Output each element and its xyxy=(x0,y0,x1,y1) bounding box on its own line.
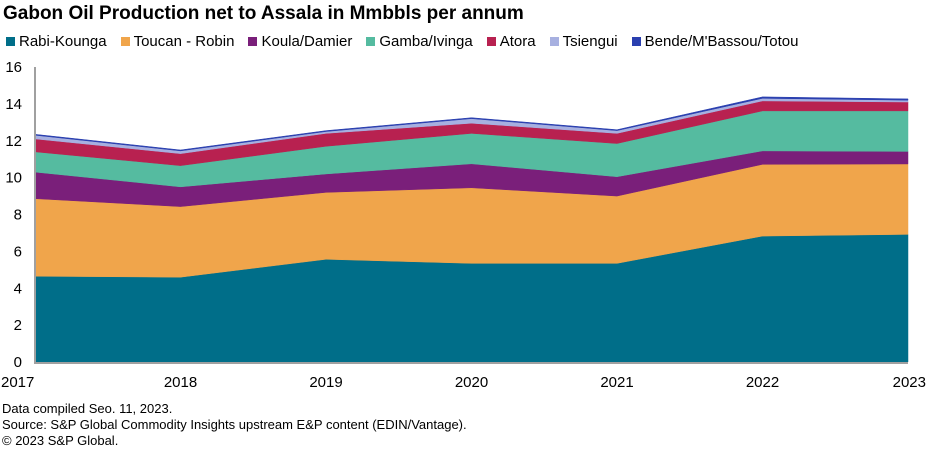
y-tick-label: 16 xyxy=(5,59,22,76)
x-tick-label: 2022 xyxy=(746,374,779,391)
footer-source: Source: S&P Global Commodity Insights up… xyxy=(2,417,467,432)
footer-copyright: © 2023 S&P Global. xyxy=(2,433,119,448)
legend-swatch xyxy=(366,37,376,46)
x-tick-label: 2023 xyxy=(893,374,926,391)
legend-item: Koula/Damier xyxy=(248,33,352,50)
x-tick-label: 2020 xyxy=(455,374,488,391)
legend-item: Tsiengui xyxy=(549,33,618,50)
y-tick-label: 0 xyxy=(14,354,22,371)
y-tick-label: 12 xyxy=(5,133,22,150)
legend-label: Atora xyxy=(499,33,536,50)
x-tick-label: 2018 xyxy=(164,374,197,391)
legend-swatch xyxy=(248,37,258,46)
legend-label: Koula/Damier xyxy=(261,33,353,50)
x-tick-label: 2019 xyxy=(309,374,342,391)
legend-item: Atora xyxy=(486,33,536,50)
legend-swatch xyxy=(6,37,15,46)
legend-label: Rabi-Kounga xyxy=(19,33,107,50)
y-tick-label: 10 xyxy=(5,170,22,187)
x-tick-label: 2021 xyxy=(600,374,633,391)
legend-item: Gamba/Ivinga xyxy=(366,33,473,50)
y-tick-label: 14 xyxy=(5,96,22,113)
chart-plot: 0 2 4 6 8 10 12 14 16 2017 2018 2019 2020 2021 2022 202… xyxy=(1,59,926,391)
legend-label: Bende/M'Bassou/Totou xyxy=(644,33,799,50)
x-tick-label: 2017 xyxy=(1,374,34,391)
legend-swatch xyxy=(120,37,130,46)
legend: Rabi-Kounga Toucan - Robin Koula/Damier Gam… xyxy=(6,33,812,50)
legend-item: Toucan - Robin xyxy=(120,33,235,50)
legend-label: Tsiengui xyxy=(562,33,618,50)
area-bende-m-bassou-totou xyxy=(34,96,909,152)
legend-swatch xyxy=(486,37,496,46)
y-tick-label: 6 xyxy=(14,243,22,260)
legend-item: Rabi-Kounga xyxy=(6,33,107,50)
chart-title: Gabon Oil Production net to Assala in Mm… xyxy=(3,3,524,24)
legend-label: Toucan - Robin xyxy=(133,33,235,50)
y-tick-label: 2 xyxy=(14,317,22,334)
legend-label: Gamba/Ivinga xyxy=(379,33,473,50)
footer-date: Data compiled Seo. 11, 2023. xyxy=(2,401,173,416)
legend-swatch xyxy=(631,37,641,46)
legend-item: Bende/M'Bassou/Totou xyxy=(631,33,799,50)
y-tick-label: 4 xyxy=(14,280,22,297)
legend-swatch xyxy=(549,37,559,46)
y-tick-label: 8 xyxy=(14,207,22,224)
footer: Data compiled Seo. 11, 2023. Source: S&P… xyxy=(2,401,467,449)
